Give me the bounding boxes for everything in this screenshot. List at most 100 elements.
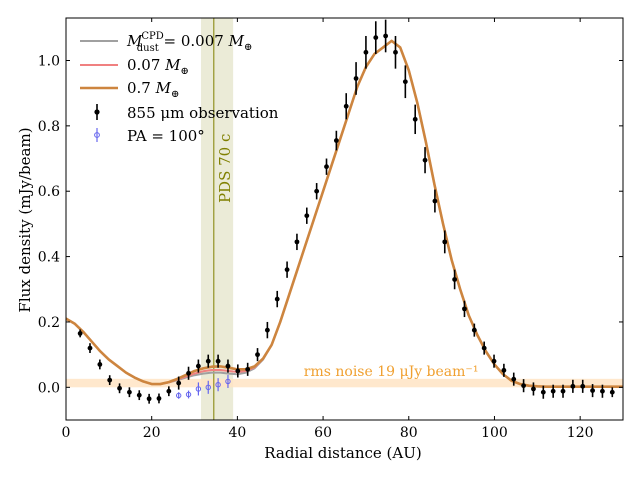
observation-point <box>274 296 280 302</box>
legend-earth-mass-007: M <box>164 56 181 74</box>
observation-point <box>176 380 182 386</box>
x-axis-label: Radial distance (AU) <box>264 444 421 462</box>
legend-label-0007: MCPD dust = 0.007 M⊕ <box>126 31 252 54</box>
y-tick-label: 0.0 <box>38 380 60 396</box>
x-tick-label: 80 <box>400 425 418 441</box>
x-tick-label: 0 <box>62 425 71 441</box>
observation-point <box>324 164 329 170</box>
planet-band <box>200 18 234 420</box>
plot-frame <box>65 17 624 421</box>
legend-mdust-sub: dust <box>137 43 159 54</box>
observation-point <box>156 396 162 401</box>
legend-earth-mass-07: M <box>155 79 172 97</box>
observation-point <box>245 366 251 372</box>
rms-noise-band <box>66 378 623 388</box>
axis-ticks: 0 20 40 60 80 100 120 0.0 0.2 0.4 0.6 0.8 1.0 <box>38 18 623 441</box>
x-tick-label: 20 <box>143 425 161 441</box>
observation-point <box>117 385 122 391</box>
observation-point <box>402 79 408 85</box>
observation-point <box>521 383 526 389</box>
observation-point <box>462 306 467 312</box>
observation-point <box>452 277 458 282</box>
observation-point <box>333 138 339 143</box>
observation-point <box>422 157 428 163</box>
model-line-2 <box>65 39 623 388</box>
x-tick-label: 60 <box>314 425 332 441</box>
observation-point <box>442 239 448 245</box>
observation-point <box>540 389 546 395</box>
pa-point <box>225 378 231 385</box>
observation-point <box>294 239 300 245</box>
model-series <box>65 39 623 388</box>
observation-point <box>531 386 536 392</box>
observation-point <box>304 213 310 219</box>
observation-point <box>600 388 605 394</box>
observation-point <box>580 383 586 389</box>
observation-point <box>127 389 132 395</box>
legend-value-007: 0.07 <box>127 56 165 74</box>
observation-point <box>481 345 487 351</box>
observation-point <box>432 198 438 204</box>
observation-point <box>255 352 260 358</box>
legend-label-pa: PA = 100° <box>127 127 205 145</box>
observation-point <box>77 330 83 336</box>
y-tick-label: 1.0 <box>38 53 60 69</box>
observation-point <box>412 116 418 122</box>
observation-point <box>97 362 103 367</box>
observation-point <box>107 377 113 383</box>
observation-points <box>77 19 615 404</box>
legend-mdust-sup: CPD <box>141 31 163 42</box>
y-tick-label: 0.8 <box>38 119 60 135</box>
legend-earth-symbol: ⊕ <box>244 42 252 53</box>
pa-point <box>185 391 192 398</box>
observation-point <box>235 368 241 374</box>
x-tick-label: 40 <box>228 425 246 441</box>
legend-label-007: 0.07 M⊕ <box>127 56 189 77</box>
pa-point <box>205 384 211 391</box>
observation-point <box>136 392 142 398</box>
observation-point <box>186 370 191 376</box>
legend-obs-marker <box>94 109 100 115</box>
observation-point <box>393 49 398 55</box>
legend-earth-mass: M <box>228 32 245 50</box>
legend: MCPD dust = 0.007 M⊕ 0.07 M⊕ 0.7 M⊕ 855 μ… <box>80 31 279 145</box>
pa-point <box>215 382 221 388</box>
observation-point <box>284 267 290 273</box>
observation-point <box>491 358 497 364</box>
observation-point <box>471 327 477 333</box>
legend-earth-symbol-07: ⊕ <box>171 89 179 100</box>
legend-pa-marker <box>94 132 100 138</box>
observation-point <box>570 383 576 389</box>
observation-point <box>501 367 507 373</box>
observation-point <box>314 188 320 194</box>
observation-point <box>511 376 517 382</box>
observation-point <box>264 327 270 333</box>
observation-point <box>560 388 566 394</box>
pa-point <box>175 392 182 399</box>
observation-point <box>146 396 152 402</box>
legend-earth-symbol-007: ⊕ <box>181 66 189 77</box>
y-tick-label: 0.2 <box>38 315 60 331</box>
observation-point <box>205 358 211 364</box>
x-tick-label: 100 <box>481 425 508 441</box>
y-axis-label: Flux density (mJy/beam) <box>16 127 34 312</box>
observation-point <box>166 388 172 394</box>
observation-point <box>373 35 379 41</box>
annotation-bands <box>66 18 623 420</box>
observation-point <box>550 388 556 394</box>
legend-label-07: 0.7 M⊕ <box>127 79 179 100</box>
planet-label: PDS 70 c <box>216 134 234 203</box>
legend-mdust-value: = 0.007 <box>159 32 229 50</box>
x-tick-label: 120 <box>567 425 594 441</box>
rms-noise-label: rms noise 19 μJy beam⁻¹ <box>304 364 479 380</box>
observation-point <box>225 363 231 369</box>
observation-point <box>87 345 93 351</box>
observation-point <box>383 33 389 39</box>
observation-point <box>343 103 349 109</box>
observation-point <box>353 76 359 81</box>
observation-point <box>609 389 615 395</box>
y-tick-label: 0.6 <box>38 184 60 200</box>
observation-point <box>590 388 595 393</box>
